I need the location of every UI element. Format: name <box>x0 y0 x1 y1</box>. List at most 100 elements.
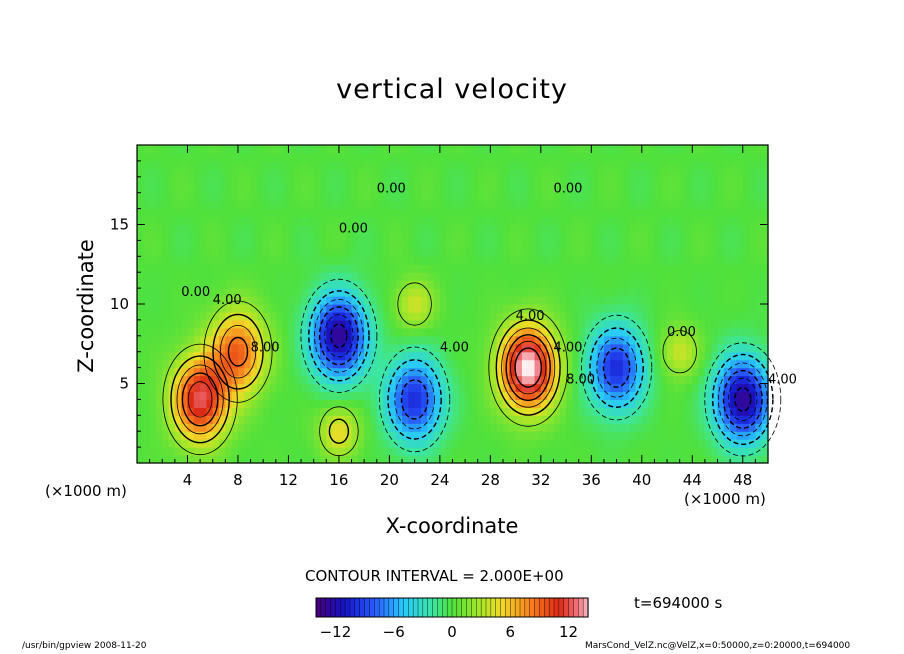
colorbar-cell <box>417 597 424 618</box>
contour-ring <box>722 369 763 429</box>
x-tick-label: 24 <box>430 471 449 489</box>
x-tick-label: 20 <box>380 471 399 489</box>
contour-label: 8.00 <box>251 341 280 356</box>
colorbar-cell <box>412 597 419 618</box>
colorbar-cell <box>461 597 468 618</box>
colorbar-cell <box>359 597 366 618</box>
x-tick-label: 12 <box>279 471 298 489</box>
colorbar-cell <box>340 597 346 618</box>
colorbar-cell <box>495 597 502 618</box>
contour-ring <box>162 343 238 456</box>
contour-label: 4.00 <box>213 293 242 308</box>
colorbar-cell <box>383 597 390 618</box>
contour-label: 0.00 <box>339 222 368 237</box>
contour-ring <box>596 337 637 398</box>
colorbar-cell <box>480 597 487 618</box>
y-tick-label: 10 <box>110 295 129 313</box>
y-tick-label: 5 <box>119 375 129 393</box>
contour-ring <box>212 313 264 390</box>
x-tick-label: 32 <box>531 471 550 489</box>
colorbar-cell <box>529 597 536 618</box>
contour-label: 4.00 <box>554 341 583 356</box>
colorbar-cell <box>476 597 482 618</box>
x-tick-label: 44 <box>683 471 702 489</box>
contour-ring <box>602 347 631 388</box>
contour-label: 0.00 <box>554 182 583 197</box>
contour-interval-label: CONTOUR INTERVAL = 2.000E+00 <box>305 567 564 585</box>
contour-ring <box>324 314 354 358</box>
colorbar-cell <box>364 597 371 618</box>
colorbar-cell <box>442 597 448 618</box>
colorbar-cell <box>408 597 414 618</box>
contour-ring <box>734 386 752 412</box>
colorbar-cell <box>558 597 565 618</box>
contour-ring <box>394 369 435 430</box>
colorbar-cell <box>320 597 327 618</box>
colorbar-cell <box>335 597 341 618</box>
colorbar-cell <box>578 597 584 618</box>
contour-ring <box>717 362 768 437</box>
contour-ring <box>397 282 432 326</box>
contour-ring <box>314 298 364 373</box>
contour-ring <box>728 377 758 421</box>
colorbar-tick-label: −12 <box>320 623 352 641</box>
colorbar-tick-label: 12 <box>559 623 578 641</box>
colorbar-cell <box>456 597 463 618</box>
contour-ring <box>400 379 429 420</box>
colorbar-tick-label: 6 <box>506 623 516 641</box>
chart-title: vertical velocity <box>336 74 568 105</box>
colorbar-cell <box>446 597 453 618</box>
contour-ring <box>181 372 219 427</box>
colorbar-cell <box>369 597 375 618</box>
contour-lines <box>162 278 782 457</box>
contour-ring <box>227 336 249 367</box>
colorbar-frame <box>315 597 589 618</box>
contour-ring <box>378 346 451 453</box>
contour-ring <box>589 327 644 408</box>
colorbar-cell <box>403 597 409 618</box>
colorbar-cell <box>388 597 395 618</box>
colorbar: −12 −6 0 6 12 <box>315 597 589 641</box>
x-axis-label: X-coordinate <box>385 514 519 538</box>
colorbar-cell <box>553 597 560 618</box>
contour-ring <box>219 325 257 379</box>
contour-label: 4.00 <box>768 373 797 388</box>
colorbar-cell <box>548 597 555 618</box>
footer-right: MarsCond_VelZ.nc@VelZ,x=0:50000,z=0:2000… <box>585 641 851 651</box>
colorbar-cell <box>374 597 380 618</box>
colorbar-cell <box>563 597 570 618</box>
colorbar-cell <box>378 597 385 618</box>
colorbar-cell <box>510 597 516 618</box>
colorbar-cell <box>573 597 579 618</box>
contour-ring <box>187 381 213 418</box>
y-tick-label: 15 <box>110 216 129 234</box>
contour-ring <box>330 323 348 349</box>
contour-ring <box>514 347 543 388</box>
colorbar-cell <box>539 597 545 618</box>
x-tick-label: 40 <box>632 471 651 489</box>
time-label: t=694000 s <box>634 594 723 612</box>
x-tick-label: 4 <box>183 471 193 489</box>
colorbar-cell <box>398 597 405 618</box>
contour-ring <box>501 327 556 408</box>
contour-ring <box>495 319 561 416</box>
colorbar-cell <box>315 597 322 618</box>
colorbar-cell <box>524 597 531 618</box>
x-tick-label: 28 <box>481 471 500 489</box>
colorbar-cell <box>544 597 550 618</box>
contour-label: 0.00 <box>667 325 696 340</box>
contour-ring <box>712 353 774 446</box>
colorbar-cell <box>490 597 497 618</box>
x-tick-label: 8 <box>233 471 243 489</box>
contour-ring <box>170 355 230 444</box>
colorbar-tick-label: 0 <box>447 623 457 641</box>
contour-label: 4.00 <box>516 309 545 324</box>
colorbar-cell <box>500 597 507 618</box>
footer-left: /usr/bin/gpview 2008-11-20 <box>22 641 147 651</box>
colorbar-cell <box>393 597 400 618</box>
contour-ring <box>176 364 224 435</box>
colorbar-tick-label: −6 <box>383 623 405 641</box>
y-scale-note: (×1000 m) <box>45 482 127 500</box>
contour-ring <box>308 290 370 382</box>
